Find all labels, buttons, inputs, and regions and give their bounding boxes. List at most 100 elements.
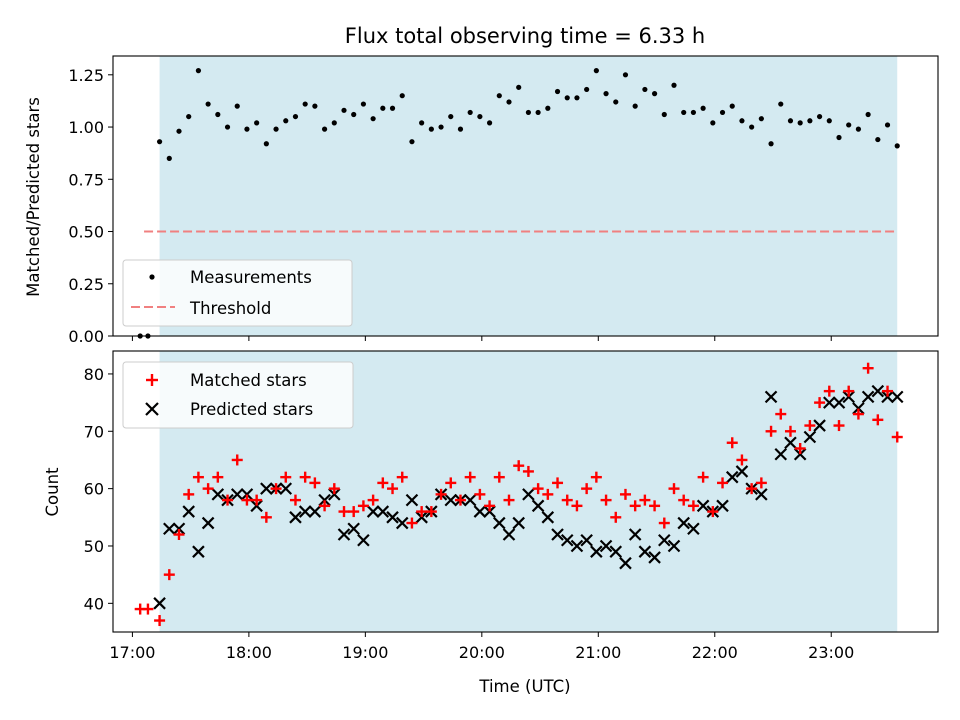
x-tick-label: 23:00 [808, 643, 854, 662]
matched-star-point [784, 425, 796, 437]
measurement-point [690, 109, 697, 116]
measurement-point [341, 107, 347, 113]
predicted-star-point [551, 528, 564, 541]
matched-star-point [552, 477, 564, 489]
predicted-star-point [328, 488, 341, 501]
matched-star-point [726, 437, 738, 449]
measurement-point [467, 109, 473, 116]
matched-star-point [474, 488, 486, 500]
matched-star-point [493, 471, 505, 483]
measurement-point [205, 101, 211, 107]
matched-star-point [755, 477, 767, 489]
measurement-point [195, 68, 202, 74]
predicted-star-point [493, 516, 506, 530]
matched-star-point [600, 494, 612, 506]
x-tick-label: 17:00 [109, 643, 155, 662]
top-y-tick-label: 0.50 [68, 223, 104, 242]
top-y-tick-label: 0.75 [68, 170, 104, 189]
matched-star-point [619, 488, 631, 500]
matched-star-point [823, 385, 835, 397]
predicted-star-point [560, 533, 574, 547]
matched-star-point [396, 471, 408, 483]
matched-star-point [503, 494, 515, 506]
matched-star-point [464, 471, 476, 483]
predicted-star-point [784, 436, 797, 450]
predicted-star-point [153, 597, 166, 610]
measurement-point [302, 101, 308, 107]
measurement-point [273, 126, 279, 132]
matched-star-point [406, 517, 418, 529]
x-tick-label: 18:00 [226, 643, 272, 662]
matched-star-point [202, 483, 214, 495]
measurement-point [176, 128, 182, 134]
top-axes-ticks: 0.00 0.25 0.50 0.75 1.00 1.25 [68, 66, 832, 346]
predicted-star-point [366, 505, 380, 518]
measurement-point [496, 93, 502, 99]
measurement-point [331, 120, 337, 126]
measurement-point [661, 111, 667, 118]
legend-predicted-label: Predicted stars [190, 400, 313, 419]
top-y-axis-label: Matched/Predicted stars [24, 97, 43, 297]
predicted-star-point [716, 499, 729, 513]
matched-star-point [522, 465, 534, 477]
matched-star-point [814, 397, 826, 409]
predicted-star-point [473, 505, 487, 518]
measurement-point [700, 105, 706, 111]
measurement-point [758, 116, 764, 122]
legend-predicted-marker [145, 402, 159, 416]
predicted-star-point [463, 493, 477, 507]
measurement-point [360, 101, 367, 107]
x-tick-label: 21:00 [575, 643, 621, 662]
bottom-y-tick-label: 40 [84, 594, 104, 613]
measurement-point [263, 141, 269, 147]
bottom-legend: Matched stars Predicted stars [122, 361, 354, 429]
predicted-star-point [842, 390, 855, 404]
legend-matched-label: Matched stars [190, 371, 307, 390]
matched-star-point [357, 500, 369, 512]
matched-star-point [192, 471, 204, 483]
measurement-point [312, 103, 318, 109]
predicted-star-point [337, 528, 351, 541]
legend-threshold-label: Threshold [189, 299, 271, 318]
matched-star-point [142, 603, 154, 615]
measurement-point [438, 124, 444, 130]
measurement-point [283, 118, 289, 124]
measurement-point [370, 116, 376, 122]
predicted-star-point [667, 539, 681, 553]
predicted-star-point [376, 505, 390, 518]
predicted-star-point [725, 470, 739, 484]
matched-star-point [649, 500, 661, 512]
matched-star-point [862, 362, 874, 374]
matched-star-point [843, 385, 855, 397]
measurement-point [477, 113, 483, 120]
predicted-star-point [347, 522, 360, 536]
measurement-point [778, 101, 784, 107]
predicted-star-point [211, 488, 225, 501]
matched-star-point [532, 483, 544, 495]
matched-star-point [678, 494, 690, 506]
matched-star-point [542, 488, 554, 500]
matched-star-point [309, 477, 321, 489]
bottom-y-tick-label: 70 [84, 422, 104, 441]
measurement-point [516, 84, 522, 90]
matched-star-point [348, 506, 360, 518]
predicted-star-point [755, 488, 768, 501]
top-plot-frame [112, 55, 939, 337]
matched-star-point [639, 494, 651, 506]
measurement-point [739, 118, 745, 124]
predicted-star-point [774, 447, 788, 461]
predicted-star-point [483, 505, 496, 518]
predicted-star-point [415, 511, 428, 524]
matched-stars-points [134, 362, 903, 627]
measurement-point [603, 91, 609, 97]
matched-star-point [222, 494, 234, 506]
measurement-point [486, 120, 493, 126]
predicted-star-point [531, 499, 545, 513]
measurement-point [875, 136, 881, 143]
measurement-point [797, 120, 803, 126]
matched-star-point [231, 454, 243, 466]
measurement-point [166, 155, 172, 161]
measurement-point [681, 109, 687, 116]
bottom-y-tick-label: 60 [84, 480, 104, 499]
